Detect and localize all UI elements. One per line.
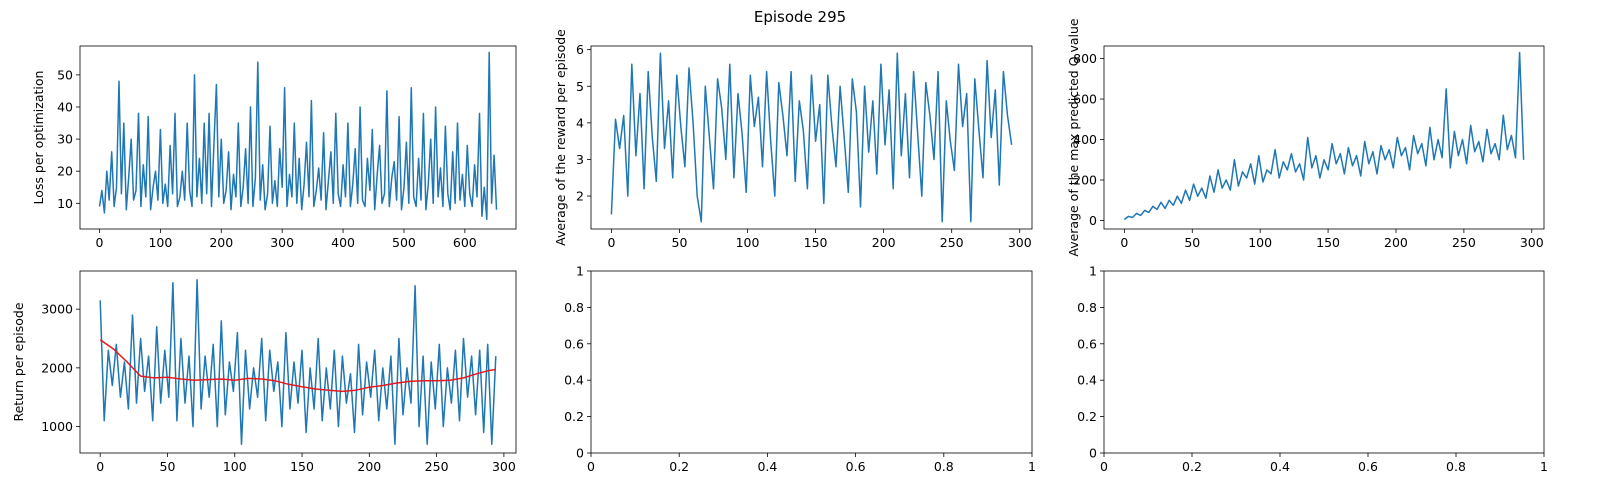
series-line-2 bbox=[99, 339, 496, 393]
y-axis-label: Average of the reward per episode bbox=[553, 29, 568, 246]
x-tick-label: 0.2 bbox=[1182, 459, 1202, 474]
y-axis-label: Return per episode bbox=[11, 302, 26, 421]
y-tick-label: 20 bbox=[57, 164, 73, 179]
y-tick-label: 50 bbox=[57, 67, 73, 82]
x-tick-label: 50 bbox=[160, 459, 176, 474]
y-tick-label: 0 bbox=[1089, 446, 1097, 461]
y-tick-label: 0 bbox=[1089, 213, 1097, 228]
x-tick-label: 150 bbox=[290, 459, 314, 474]
series-line-1 bbox=[99, 279, 497, 445]
x-tick-label: 300 bbox=[1008, 235, 1032, 250]
x-tick-label: 150 bbox=[804, 235, 828, 250]
axes-frame bbox=[590, 45, 1033, 230]
x-tick-label: 400 bbox=[331, 235, 355, 250]
subplot-4: 0 50 100 150 200 250 300 1000 2000 3000 Return per… bbox=[11, 270, 517, 474]
x-tick-label: 500 bbox=[392, 235, 416, 250]
axes-frame bbox=[1103, 270, 1545, 454]
y-tick-label: 400 bbox=[1073, 132, 1097, 147]
y-tick-label: 0.6 bbox=[564, 336, 584, 351]
series-line-1 bbox=[98, 51, 498, 221]
y-tick-label: 0.4 bbox=[1077, 373, 1097, 388]
y-tick-label: 200 bbox=[1073, 173, 1097, 188]
x-tick-label: 0.8 bbox=[1446, 459, 1466, 474]
x-tick-label: 0.4 bbox=[1270, 459, 1290, 474]
x-tick-label: 200 bbox=[1384, 235, 1408, 250]
x-tick-label: 300 bbox=[270, 235, 294, 250]
x-tick-label: 0 bbox=[587, 459, 595, 474]
x-tick-label: 100 bbox=[1248, 235, 1272, 250]
x-tick-label: 100 bbox=[223, 459, 247, 474]
y-tick-label: 0.8 bbox=[1077, 300, 1097, 315]
axes-frame bbox=[1103, 45, 1545, 230]
x-tick-label: 0.6 bbox=[846, 459, 866, 474]
subplot-5: 0 0.2 0.4 0.6 0.8 1 0 0.2 0.4 0.6 0.8 1 bbox=[564, 264, 1036, 475]
x-tick-label: 300 bbox=[492, 459, 516, 474]
series-line-1 bbox=[610, 52, 1013, 223]
y-tick-label: 800 bbox=[1073, 51, 1097, 66]
x-tick-label: 200 bbox=[872, 235, 896, 250]
x-tick-label: 250 bbox=[425, 459, 449, 474]
y-tick-label: 0 bbox=[576, 446, 584, 461]
y-tick-label: 3 bbox=[576, 152, 584, 167]
x-tick-label: 150 bbox=[1316, 235, 1340, 250]
subplot-2: 0 50 100 150 200 250 300 2 3 4 5 6 Average of the re… bbox=[553, 29, 1033, 250]
x-tick-label: 0 bbox=[96, 235, 104, 250]
x-tick-label: 100 bbox=[148, 235, 172, 250]
subplot-6: 0 0.2 0.4 0.6 0.8 1 0 0.2 0.4 0.6 0.8 1 bbox=[1077, 264, 1548, 475]
y-tick-label: 4 bbox=[576, 115, 584, 130]
series-line-1 bbox=[1123, 51, 1525, 221]
x-tick-label: 250 bbox=[940, 235, 964, 250]
x-tick-label: 250 bbox=[1452, 235, 1476, 250]
y-tick-label: 0.2 bbox=[1077, 409, 1097, 424]
y-tick-label: 6 bbox=[576, 42, 584, 57]
x-tick-label: 300 bbox=[1520, 235, 1544, 250]
y-tick-label: 40 bbox=[57, 100, 73, 115]
y-tick-label: 30 bbox=[57, 132, 73, 147]
x-tick-label: 0 bbox=[96, 459, 104, 474]
y-tick-label: 0.2 bbox=[564, 409, 584, 424]
y-tick-label: 1000 bbox=[41, 419, 73, 434]
x-tick-label: 100 bbox=[736, 235, 760, 250]
y-axis-label: Loss per optimization bbox=[31, 71, 46, 205]
figure-title: Episode 295 bbox=[753, 8, 847, 26]
y-tick-label: 5 bbox=[576, 79, 584, 94]
x-tick-label: 0.2 bbox=[669, 459, 689, 474]
x-tick-label: 0 bbox=[607, 235, 615, 250]
x-tick-label: 0.4 bbox=[757, 459, 777, 474]
x-tick-label: 50 bbox=[1184, 235, 1200, 250]
x-tick-label: 0 bbox=[1100, 459, 1108, 474]
y-tick-label: 600 bbox=[1073, 92, 1097, 107]
x-tick-label: 0.8 bbox=[934, 459, 954, 474]
y-tick-label: 0.4 bbox=[564, 373, 584, 388]
y-tick-label: 2000 bbox=[41, 360, 73, 375]
y-tick-label: 3000 bbox=[41, 302, 73, 317]
y-tick-label: 1 bbox=[1089, 264, 1097, 279]
y-tick-label: 0.6 bbox=[1077, 336, 1097, 351]
x-tick-label: 1 bbox=[1540, 459, 1548, 474]
y-tick-label: 1 bbox=[576, 264, 584, 279]
x-tick-label: 0 bbox=[1120, 235, 1128, 250]
axes-frame bbox=[79, 45, 517, 230]
y-axis-label: Average of the max predicted Q value bbox=[1066, 18, 1081, 257]
y-tick-label: 2 bbox=[576, 189, 584, 204]
x-tick-label: 1 bbox=[1028, 459, 1036, 474]
x-tick-label: 200 bbox=[357, 459, 381, 474]
x-tick-label: 0.6 bbox=[1358, 459, 1378, 474]
x-tick-label: 600 bbox=[453, 235, 477, 250]
x-tick-label: 50 bbox=[672, 235, 688, 250]
axes-frame bbox=[590, 270, 1033, 454]
subplot-1: 0 100 200 300 400 500 600 10 20 30 40 50 Loss per op… bbox=[31, 45, 517, 250]
axes-frame bbox=[79, 270, 517, 454]
x-tick-label: 200 bbox=[209, 235, 233, 250]
y-tick-label: 0.8 bbox=[564, 300, 584, 315]
y-tick-label: 10 bbox=[57, 196, 73, 211]
